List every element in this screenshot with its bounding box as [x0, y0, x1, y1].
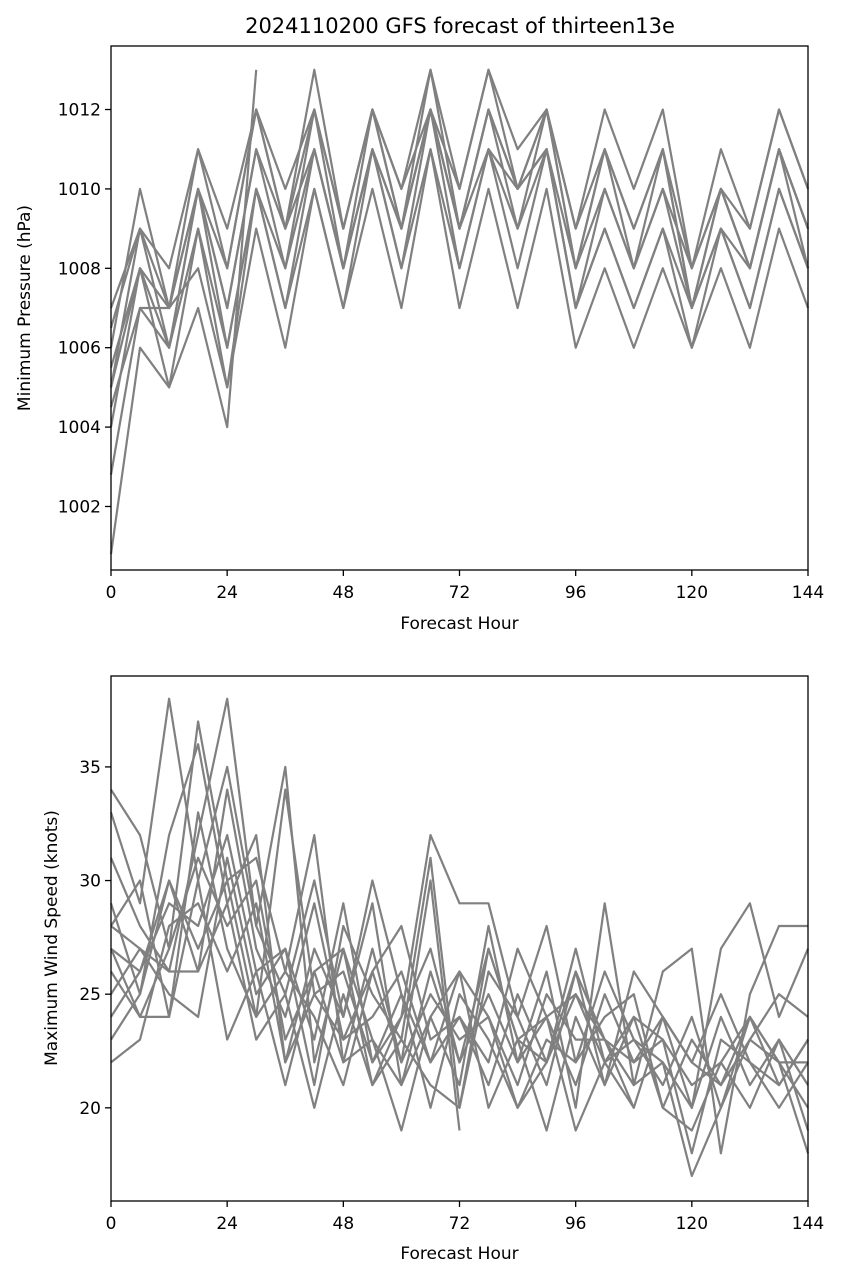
wind-x-tick-label: 24	[216, 1214, 238, 1234]
pressure-y-tick-label: 1012	[58, 101, 101, 121]
wind-x-tick-label: 96	[565, 1214, 587, 1234]
wind-series-line-12	[109, 879, 635, 1132]
pressure-x-tick-label: 144	[792, 583, 824, 603]
pressure-x-ticks: 0 24 48 72 96 120 144	[106, 570, 824, 603]
pressure-x-tick-label: 72	[449, 583, 471, 603]
wind-y-axis-label: Maximum Wind Speed (knots)	[42, 810, 62, 1066]
wind-series-line-10	[110, 902, 808, 1087]
wind-series-line-7	[110, 856, 809, 1109]
pressure-y-tick-label: 1004	[58, 418, 101, 438]
wind-series-line-13	[110, 902, 809, 1132]
wind-y-tick-label: 25	[79, 985, 101, 1005]
chart-title: 2024110200 GFS forecast of thirteen13e	[245, 14, 675, 38]
pressure-series-line-6	[109, 68, 810, 309]
wind-series-line-9	[110, 788, 809, 1109]
wind-y-tick-label: 30	[79, 872, 101, 892]
pressure-series-group	[109, 68, 810, 555]
pressure-series-line-1	[109, 69, 258, 555]
pressure-series-line-8	[109, 148, 810, 408]
pressure-panel: 0 24 48 72 96 120 144 1002 1004 1006 1008 1010 1012…	[15, 45, 824, 634]
wind-x-ticks: 0 24 48 72 96 120 144	[106, 1201, 824, 1234]
pressure-y-ticks: 1002 1004 1006 1008 1010 1012	[58, 101, 111, 517]
wind-x-tick-label: 0	[106, 1214, 117, 1234]
pressure-x-axis-label: Forecast Hour	[400, 614, 518, 634]
pressure-y-tick-label: 1002	[58, 497, 101, 517]
pressure-y-tick-label: 1006	[58, 339, 101, 359]
pressure-x-tick-label: 120	[676, 583, 708, 603]
wind-x-tick-label: 144	[792, 1214, 824, 1234]
pressure-y-tick-label: 1008	[58, 259, 101, 279]
pressure-x-tick-label: 24	[216, 583, 238, 603]
wind-x-tick-label: 72	[449, 1214, 471, 1234]
wind-series-group	[109, 697, 810, 1178]
wind-y-tick-label: 20	[79, 1099, 101, 1119]
pressure-x-tick-label: 0	[106, 583, 117, 603]
pressure-x-tick-label: 96	[565, 583, 587, 603]
wind-series-line-11	[110, 879, 461, 1131]
wind-series-line-6	[110, 833, 809, 1109]
pressure-y-axis-label: Minimum Pressure (hPa)	[15, 205, 35, 411]
wind-y-tick-label: 35	[79, 758, 101, 778]
wind-series-line-3	[109, 697, 810, 1109]
pressure-y-tick-label: 1010	[58, 180, 101, 200]
wind-series-line-2	[109, 697, 808, 1155]
wind-panel: 0 24 48 72 96 120 144 20 25 30 35 Forecast Hour M…	[42, 675, 824, 1264]
wind-y-ticks: 20 25 30 35	[79, 758, 111, 1119]
wind-x-tick-label: 120	[676, 1214, 708, 1234]
wind-x-axis-label: Forecast Hour	[400, 1244, 518, 1264]
pressure-x-tick-label: 48	[333, 583, 355, 603]
wind-x-tick-label: 48	[333, 1214, 355, 1234]
pressure-series-line-10	[109, 108, 810, 388]
